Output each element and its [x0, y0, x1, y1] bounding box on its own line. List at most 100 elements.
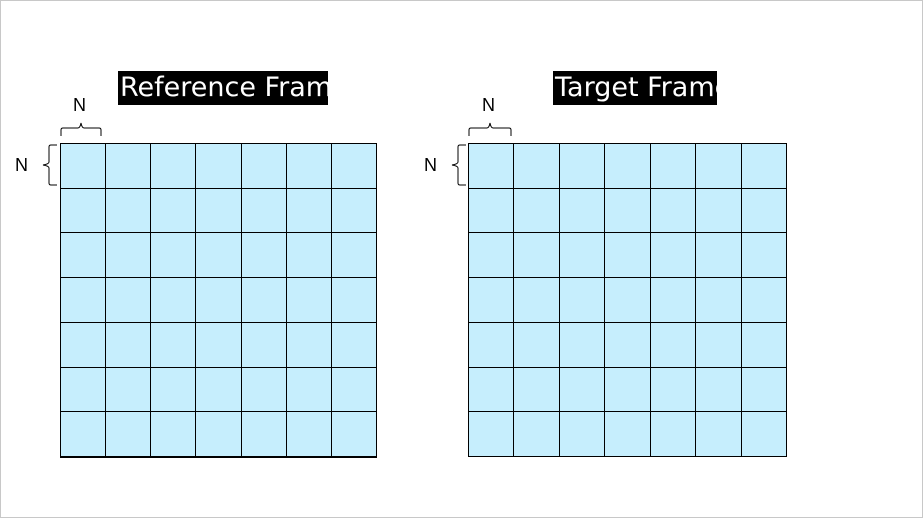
- target-block-cell: [740, 321, 786, 367]
- target-block-cell: [513, 366, 559, 412]
- reference-block-cell: [150, 321, 196, 367]
- target-block-cell: [604, 187, 650, 233]
- target-block-cell: [604, 366, 650, 412]
- reference-block-cell: [240, 321, 286, 367]
- target-block-cell: [695, 277, 741, 322]
- reference-block-cell: [60, 366, 106, 412]
- target-block-cell: [513, 277, 559, 322]
- reference-block-cell: [60, 321, 106, 367]
- reference-block-cell: [330, 411, 376, 456]
- target-block-cell: [604, 411, 650, 456]
- target-block-cell: [468, 277, 514, 322]
- target-block-cell: [558, 277, 605, 322]
- target-block-cell: [740, 277, 786, 322]
- target-block-cell: [468, 143, 514, 188]
- target-block-cell: [513, 187, 559, 233]
- reference-block-cell: [240, 187, 286, 233]
- target-block-cell: [558, 321, 605, 367]
- target-block-cell: [604, 321, 650, 367]
- target-block-cell: [649, 187, 696, 233]
- reference-frame-grid: [60, 143, 377, 458]
- reference-block-cell: [330, 321, 376, 367]
- target-block-cell: [558, 232, 605, 278]
- target-block-cell: [649, 321, 696, 367]
- target-block-cell: [604, 143, 650, 188]
- reference-block-cell: [330, 366, 376, 412]
- target-block-cell: [740, 366, 786, 412]
- reference-block-cell: [60, 143, 106, 188]
- reference-block-height-label: N: [15, 155, 28, 175]
- target-block-cell: [695, 232, 741, 278]
- reference-block-cell: [330, 143, 376, 188]
- reference-block-cell: [240, 277, 286, 322]
- target-block-cell: [468, 187, 514, 233]
- reference-block-cell: [150, 366, 196, 412]
- target-block-cell: [695, 411, 741, 456]
- reference-block-cell: [195, 232, 241, 278]
- target-block-cell: [558, 143, 605, 188]
- reference-frame-title: Reference Frame: [118, 71, 349, 105]
- reference-block-cell: [150, 232, 196, 278]
- target-block-cell: [468, 321, 514, 367]
- reference-block-cell: [105, 143, 151, 188]
- target-block-cell: [649, 232, 696, 278]
- reference-block-cell: [285, 143, 331, 188]
- target-block-cell: [649, 366, 696, 412]
- target-block-cell: [513, 143, 559, 188]
- target-frame-grid: [468, 143, 787, 457]
- reference-block-cell: [330, 232, 376, 278]
- target-block-cell: [695, 321, 741, 367]
- reference-block-cell: [60, 187, 106, 233]
- reference-block-cell: [150, 411, 196, 456]
- reference-block-cell: [60, 411, 106, 456]
- target-block-cell: [649, 143, 696, 188]
- reference-block-cell: [195, 143, 241, 188]
- reference-height-brace: [42, 144, 57, 186]
- reference-block-cell: [285, 187, 331, 233]
- target-block-cell: [468, 366, 514, 412]
- target-frame-title: Target Frame: [553, 71, 732, 105]
- reference-block-cell: [195, 321, 241, 367]
- target-block-cell: [558, 366, 605, 412]
- reference-block-cell: [240, 143, 286, 188]
- target-height-brace: [451, 144, 466, 186]
- target-block-cell: [649, 277, 696, 322]
- target-block-height-label: N: [424, 155, 437, 175]
- target-block-cell: [558, 411, 605, 456]
- target-block-cell: [695, 187, 741, 233]
- reference-block-cell: [105, 187, 151, 233]
- reference-block-cell: [150, 187, 196, 233]
- target-block-cell: [604, 232, 650, 278]
- reference-block-cell: [105, 366, 151, 412]
- target-block-cell: [558, 187, 605, 233]
- reference-block-cell: [240, 411, 286, 456]
- reference-block-cell: [330, 187, 376, 233]
- reference-block-cell: [105, 277, 151, 322]
- target-block-cell: [513, 411, 559, 456]
- target-block-cell: [740, 143, 786, 188]
- target-block-cell: [695, 366, 741, 412]
- reference-block-cell: [285, 277, 331, 322]
- target-width-brace: [468, 122, 512, 136]
- target-block-width-label: N: [482, 95, 495, 115]
- target-block-cell: [468, 411, 514, 456]
- target-block-cell: [513, 232, 559, 278]
- reference-block-cell: [60, 277, 106, 322]
- reference-block-cell: [240, 366, 286, 412]
- reference-block-cell: [150, 277, 196, 322]
- target-block-cell: [604, 277, 650, 322]
- reference-block-cell: [195, 187, 241, 233]
- reference-width-brace: [60, 122, 102, 136]
- reference-block-width-label: N: [73, 95, 86, 115]
- target-block-cell: [740, 411, 786, 456]
- target-block-cell: [695, 143, 741, 188]
- target-block-cell: [513, 321, 559, 367]
- reference-block-cell: [105, 232, 151, 278]
- reference-block-cell: [195, 411, 241, 456]
- target-block-cell: [649, 411, 696, 456]
- reference-block-cell: [285, 321, 331, 367]
- reference-block-cell: [195, 366, 241, 412]
- reference-block-cell: [285, 366, 331, 412]
- reference-block-cell: [150, 143, 196, 188]
- reference-block-cell: [105, 321, 151, 367]
